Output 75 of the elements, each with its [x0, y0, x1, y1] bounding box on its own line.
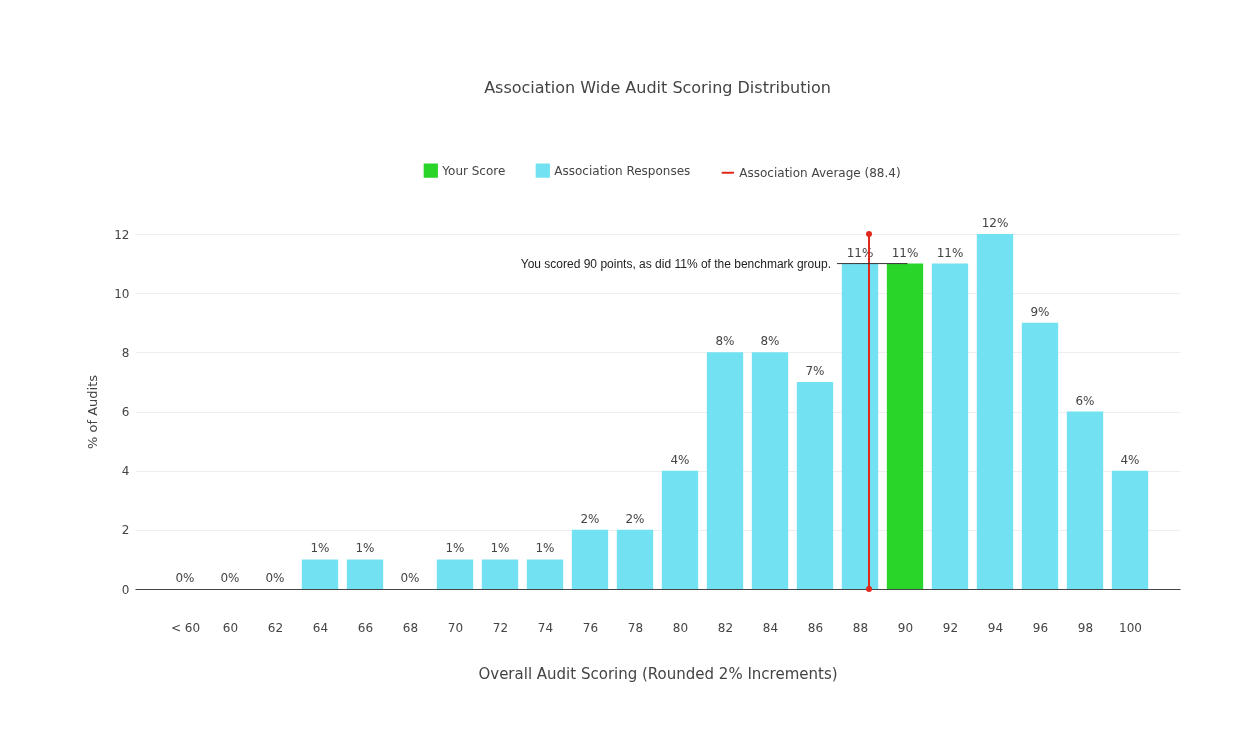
bar [1066, 411, 1104, 589]
data-label: 0% [175, 571, 195, 585]
y-tick-label: 4 [121, 464, 130, 479]
legend-label: Association Average (88.4) [739, 165, 901, 180]
x-tick-label: 66 [357, 620, 374, 635]
x-tick-label: 80 [672, 620, 689, 635]
data-label: 9% [1030, 304, 1050, 319]
bar [571, 529, 609, 589]
legend-label: Your Score [441, 163, 506, 178]
x-tick-label: 70 [447, 620, 464, 635]
data-label: 1% [355, 541, 375, 556]
bar [481, 559, 519, 589]
data-label: 1% [535, 541, 555, 556]
y-tick-label: 10 [114, 286, 130, 301]
data-label: 4% [1120, 452, 1140, 467]
data-label: 0% [220, 571, 240, 585]
x-tick-label: 88 [852, 620, 869, 635]
data-label: 2% [625, 511, 645, 526]
bar [706, 352, 744, 589]
bar [976, 234, 1014, 589]
bar [526, 559, 564, 589]
data-label: 11% [936, 245, 964, 260]
bar [841, 263, 879, 589]
bar [931, 263, 969, 589]
bar [1111, 470, 1149, 589]
data-label: 8% [715, 334, 735, 349]
data-label: 8% [760, 334, 780, 349]
data-label: 1% [490, 541, 510, 556]
bar [796, 381, 834, 589]
data-label: 12% [981, 216, 1009, 230]
x-tick-label: 68 [402, 620, 419, 635]
x-axis-title: Overall Audit Scoring (Rounded 2% Increments) [478, 664, 838, 683]
x-tick-label: 96 [1032, 620, 1049, 635]
chart-title: Association Wide Audit Scoring Distribution [484, 78, 831, 97]
x-tick-label: 90 [897, 620, 914, 635]
bar [886, 263, 924, 589]
x-tick-label: 92 [942, 620, 959, 635]
data-label: 6% [1075, 393, 1095, 408]
bar [436, 559, 474, 589]
data-label: 0% [400, 571, 420, 585]
x-tick-label: 86 [807, 620, 824, 635]
x-tick-label: 72 [492, 620, 509, 635]
bar [301, 559, 339, 589]
x-tick-label: 64 [312, 620, 329, 635]
x-tick-label: 60 [222, 620, 239, 635]
bar [616, 529, 654, 589]
annotation: You scored 90 points, as did 11% of the benchmark group. [520, 256, 831, 271]
data-label: 4% [670, 452, 690, 467]
data-label: 1% [445, 541, 465, 556]
x-tick-label: 98 [1077, 620, 1094, 635]
data-label: 7% [805, 363, 825, 378]
x-tick-label: 62 [267, 620, 284, 635]
y-tick-label: 2 [121, 523, 130, 538]
data-label: 11% [891, 245, 919, 260]
x-tick-label: 78 [627, 620, 644, 635]
bar [346, 559, 384, 589]
y-tick-label: 12 [114, 227, 130, 242]
x-tick-label: 100 [1119, 620, 1142, 635]
data-label: 0% [265, 571, 285, 585]
x-tick-label: 94 [987, 620, 1004, 635]
bar [661, 470, 699, 589]
bar [751, 352, 789, 589]
x-tick-label: < 60 [170, 620, 201, 635]
y-axis-title: % of Audits [85, 374, 101, 450]
y-tick-label: 0 [121, 582, 130, 597]
y-tick-label: 6 [121, 405, 130, 419]
y-tick-label: 8 [121, 345, 130, 360]
data-label: 1% [310, 541, 330, 556]
data-label: 2% [580, 511, 600, 526]
bar [1021, 322, 1059, 589]
x-tick-label: 84 [762, 620, 779, 635]
x-tick-label: 82 [717, 620, 734, 635]
x-tick-label: 74 [537, 620, 554, 635]
legend-label: Association Responses [554, 163, 691, 178]
x-tick-label: 76 [582, 620, 599, 635]
